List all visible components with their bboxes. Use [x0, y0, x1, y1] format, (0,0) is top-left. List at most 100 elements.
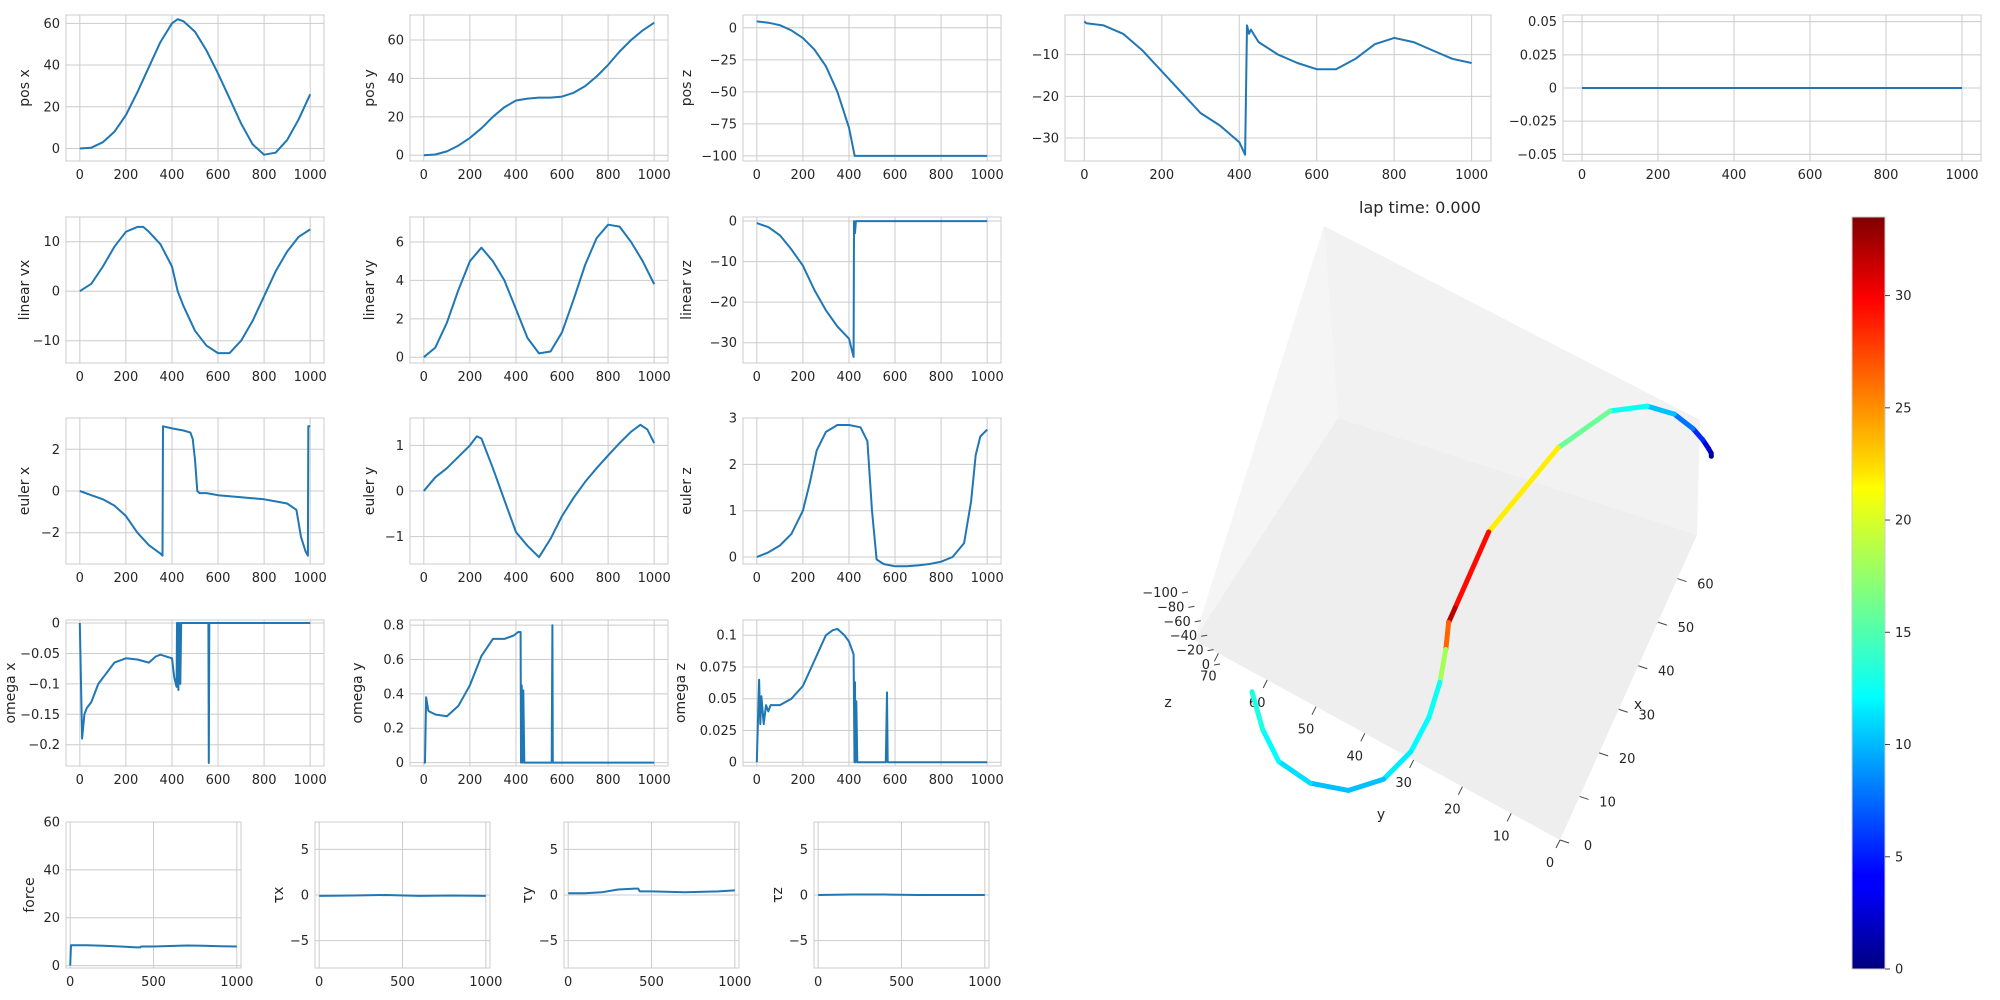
series-line: [818, 893, 985, 896]
z-axis-tick-label: −60: [1163, 615, 1190, 630]
axes-frame: [409, 417, 669, 565]
y-tick-label: −20: [1032, 90, 1059, 105]
y-tick-label: −2: [41, 526, 60, 541]
axes-frame: [813, 821, 990, 969]
z-axis-label: z: [1164, 695, 1171, 711]
y-tick-label: 0: [729, 756, 737, 771]
x-tick-label: 400: [504, 571, 529, 586]
x-tick-label: 600: [550, 571, 575, 586]
x-tick-label: 200: [1149, 168, 1174, 183]
y-tick-label: −50: [710, 85, 737, 100]
x-axis-tick: [1598, 752, 1609, 757]
trajectory-segment: [1249, 689, 1266, 732]
x-tick-label: 200: [457, 571, 482, 586]
x-tick-label: 1000: [638, 571, 671, 586]
y-tick-label: −0.2: [28, 738, 60, 753]
trajectory-segment: [1607, 403, 1650, 414]
x-axis-tick-label: 0: [1584, 839, 1592, 854]
y-tick-label: 0: [729, 21, 737, 36]
y-tick-label: −10: [33, 334, 60, 349]
x-tick-label: 800: [252, 370, 277, 385]
x-tick-label: 1000: [294, 168, 327, 183]
axes-background: [66, 15, 324, 161]
colorbar-gradient: [1851, 216, 1886, 970]
series-line: [756, 20, 988, 157]
x-tick-label: 0: [315, 975, 323, 990]
x-tick-label: 0: [564, 975, 572, 990]
y-axis-label: euler z: [679, 467, 695, 515]
x-tick-label: 200: [790, 571, 815, 586]
y-axis-label: y: [1377, 807, 1385, 823]
x-tick-label: 200: [790, 773, 815, 788]
x-tick-label: 400: [1722, 168, 1747, 183]
trajectory-segment: [1644, 403, 1677, 417]
axes-frame: [65, 619, 325, 767]
y-tick-label: 6: [396, 235, 404, 250]
trajectory-segment: [1671, 411, 1696, 432]
trajectory-segment: [1486, 445, 1561, 535]
y-axis-tick-label: 50: [1298, 723, 1315, 738]
colorbar-tick-label: 30: [1895, 289, 1912, 304]
series-line: [756, 220, 988, 358]
x-tick-label: 600: [883, 773, 908, 788]
y-tick-label: 0.1: [716, 629, 737, 644]
series-line: [79, 18, 312, 156]
x-tick-label: 1000: [718, 975, 751, 990]
x-tick-label: 400: [837, 773, 862, 788]
x-tick-label: 400: [504, 168, 529, 183]
y-tick-label: 60: [43, 17, 60, 32]
x-tick-label: 800: [929, 773, 954, 788]
x-tick-label: 0: [420, 370, 428, 385]
y-tick-label: 4: [396, 274, 404, 289]
y-tick-label: −1: [385, 530, 404, 545]
x-tick-label: 400: [160, 773, 185, 788]
y-tick-label: 0: [52, 617, 60, 632]
x-tick-label: 800: [252, 571, 277, 586]
x-tick-label: 800: [252, 773, 277, 788]
x-tick-label: 800: [252, 168, 277, 183]
axes-frame: [1064, 14, 1492, 162]
x-axis-tick: [1579, 795, 1589, 800]
series-line: [78, 622, 311, 764]
trajectory-segment: [1452, 529, 1492, 611]
x-tick-label: 0: [420, 571, 428, 586]
z-axis-tick-label: 0: [1202, 658, 1210, 673]
x-tick-label: 600: [206, 571, 231, 586]
y-tick-label: −0.05: [1517, 148, 1557, 163]
y-axis-label: omega y: [350, 662, 366, 723]
subplot-0: 0 200 400 600 800 1000 0 20 40 60 pos x: [17, 14, 327, 183]
x-tick-label: 400: [160, 370, 185, 385]
y-tick-label: 2: [52, 443, 60, 458]
y-tick-label: 0: [1549, 82, 1557, 97]
z-axis-tick-label: −40: [1170, 629, 1197, 644]
x-tick-label: 600: [1798, 168, 1823, 183]
x-tick-label: 500: [639, 975, 664, 990]
pane-left: [1194, 226, 1338, 640]
subplot-13: 0 200 400 600 800 1000 0 0.025 0.05 0.075 0.1 omega…: [673, 619, 1004, 788]
trajectory-segment: [1408, 714, 1432, 755]
subplot-10: 0 200 400 600 800 1000 0 1 2 3 euler z: [679, 412, 1004, 587]
subplot-16: 0 500 1000 5 0 −5 τy: [520, 821, 751, 990]
x-tick-label: 1000: [469, 975, 502, 990]
series-line: [1083, 20, 1472, 156]
trajectory-segment: [1346, 776, 1387, 793]
axes-background: [410, 15, 668, 161]
trajectory-segment: [1555, 408, 1613, 451]
x-tick-label: 200: [113, 370, 138, 385]
y-tick-label: 20: [387, 110, 404, 125]
trajectory-segment: [1276, 758, 1313, 786]
y-axis-tick-label: 0: [1546, 856, 1554, 871]
subplot-14: 0 500 1000 0 20 40 60 force: [22, 816, 253, 991]
x-axis-tick-label: 50: [1678, 621, 1695, 636]
y-axis-tick-label: 30: [1395, 776, 1412, 791]
y-axis-label: pos z: [679, 70, 695, 107]
x-axis-tick-label: 20: [1619, 752, 1636, 767]
colorbar-tick-label: 0: [1895, 963, 1903, 978]
y-tick-label: 1: [729, 504, 737, 519]
series-line: [756, 424, 988, 568]
x-tick-label: 200: [1646, 168, 1671, 183]
x-tick-label: 400: [160, 168, 185, 183]
y-axis-tick: [1311, 706, 1317, 715]
x-tick-label: 500: [889, 975, 914, 990]
